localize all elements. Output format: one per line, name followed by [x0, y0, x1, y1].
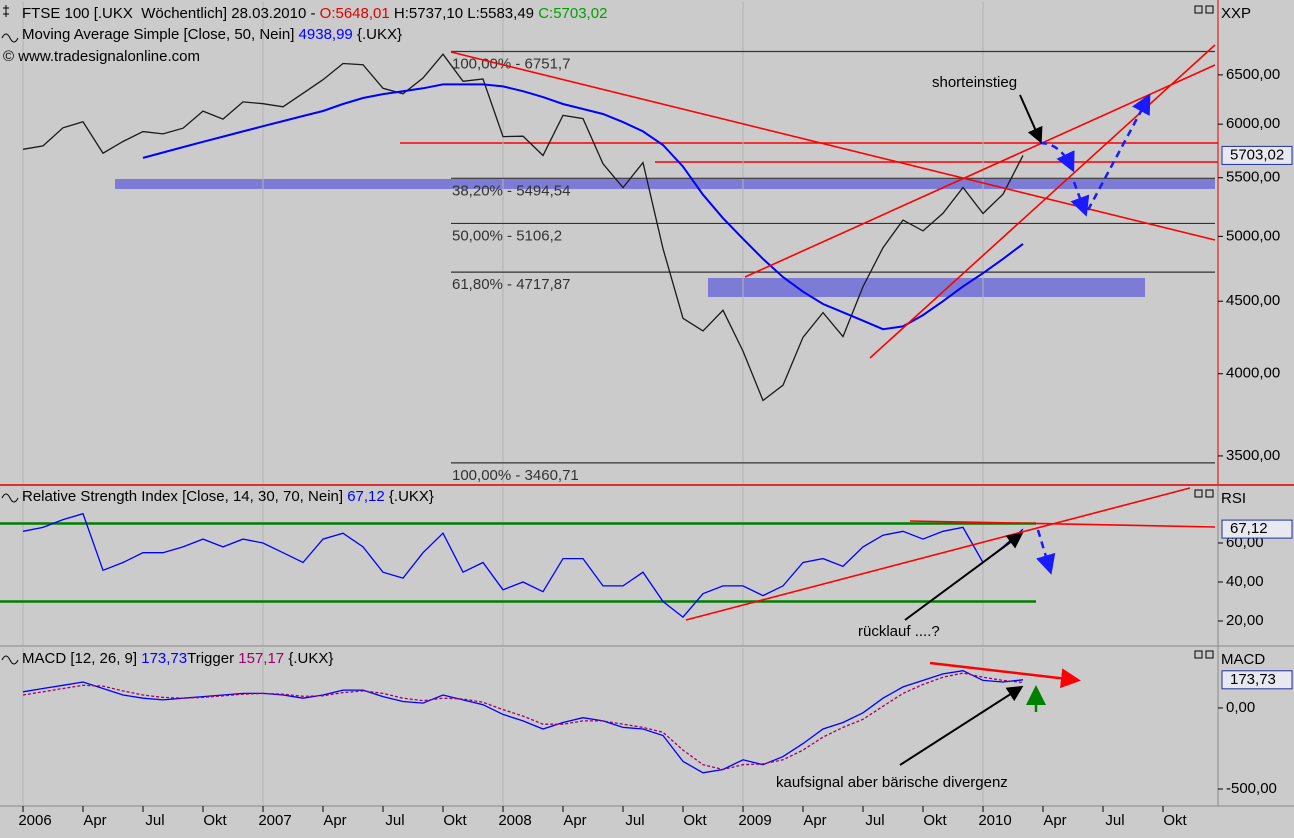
support-zone — [708, 278, 1145, 297]
y-tick-label: 4000,00 — [1226, 365, 1280, 382]
x-tick-label: Jul — [625, 812, 644, 829]
x-tick-label: 2010 — [978, 812, 1011, 829]
y-tick-label: 5000,00 — [1226, 227, 1280, 244]
series-line — [22, 53, 1024, 402]
series-header: MACD [12, 26, 9] 173,73Trigger 157,17 {.… — [22, 650, 333, 667]
series-line — [22, 670, 1024, 774]
series-header: FTSE 100 [.UKX Wöchentlich] 28.03.2010 -… — [22, 5, 607, 22]
x-tick-label: 2009 — [738, 812, 771, 829]
header-part: C:5703,02 — [538, 5, 607, 22]
x-tick-label: Apr — [803, 812, 826, 829]
y-tick-label: 5500,00 — [1226, 169, 1280, 186]
x-tick-label: Jul — [385, 812, 404, 829]
x-tick-label: Okt — [1163, 812, 1187, 829]
last-value-box — [1221, 670, 1293, 690]
header-part: [12, 26, 9] — [66, 650, 141, 667]
last-value-label: 5703,02 — [1230, 146, 1284, 163]
annotation: shorteinstieg — [932, 74, 1017, 91]
header-part: 157,17 — [238, 650, 284, 667]
header-part: O:5648,01 — [320, 5, 390, 22]
x-tick-label: Apr — [563, 812, 586, 829]
axis-label: MACD — [1221, 651, 1265, 668]
divergence-arrow — [929, 661, 1081, 689]
axis-label: RSI — [1221, 490, 1246, 507]
series-name: FTSE 100 — [22, 5, 90, 22]
last-value-label: 67,12 — [1230, 520, 1268, 537]
fib-label: 38,20% - 5494,54 — [452, 182, 570, 199]
pointer-arrow — [899, 685, 1024, 766]
header-part: {.UKX} — [385, 488, 434, 505]
annotation: rücklauf ....? — [858, 623, 940, 640]
header-part: [.UKX Wöchentlich] 28.03.2010 - — [90, 5, 320, 22]
series-line — [22, 672, 1024, 771]
series-header: Moving Average Simple [Close, 50, Nein] … — [22, 26, 402, 43]
header-part: 4938,99 — [299, 26, 353, 43]
series-name: Moving Average Simple — [22, 26, 179, 43]
header-part: 67,12 — [347, 488, 385, 505]
header-part: [Close, 50, Nein] — [179, 26, 298, 43]
x-tick-label: Apr — [323, 812, 346, 829]
header-part: 173,73 — [141, 650, 187, 667]
y-tick-label: 6500,00 — [1226, 66, 1280, 83]
rsi-trend-lines — [685, 487, 1216, 621]
fib-label: 100,00% - 3460,71 — [452, 467, 579, 484]
series-name: Relative Strength Index — [22, 488, 178, 505]
series-line — [22, 512, 1024, 618]
y-tick-label: 6000,00 — [1226, 115, 1280, 132]
x-tick-label: Jul — [865, 812, 884, 829]
x-tick-label: Apr — [83, 812, 106, 829]
axis-label: XXP — [1221, 5, 1251, 22]
series-name: MACD — [22, 650, 66, 667]
pointer-arrow — [1019, 94, 1043, 144]
header-part: {.UKX} — [353, 26, 402, 43]
x-tick-label: 2008 — [498, 812, 531, 829]
x-tick-label: 2007 — [258, 812, 291, 829]
x-tick-label: Okt — [683, 812, 707, 829]
last-value-box — [1221, 519, 1293, 539]
series-header: Relative Strength Index [Close, 14, 30, … — [22, 488, 434, 505]
series-line — [142, 83, 1024, 331]
y-tick-label: -500,00 — [1226, 780, 1277, 797]
y-tick-label: 40,00 — [1226, 573, 1264, 590]
window-icons — [1, 5, 1214, 665]
x-tick-label: Okt — [203, 812, 227, 829]
header-part: [Close, 14, 30, 70, Nein] — [178, 488, 347, 505]
series-name: Trigger — [187, 650, 234, 667]
support-zone — [115, 179, 1215, 189]
y-tick-label: 20,00 — [1226, 612, 1264, 629]
fib-label: 61,80% - 4717,87 — [452, 276, 570, 293]
last-value-box — [1221, 145, 1293, 165]
credit: © www.tradesignalonline.com — [3, 48, 200, 65]
x-tick-label: Jul — [145, 812, 164, 829]
fib-label: 50,00% - 5106,2 — [452, 227, 562, 244]
y-tick-label: 4500,00 — [1226, 292, 1280, 309]
x-tick-label: Jul — [1105, 812, 1124, 829]
annotation: kaufsignal aber bärische divergenz — [776, 774, 1008, 791]
header-part: H:5737,10 L:5583,49 — [390, 5, 538, 22]
last-value-label: 173,73 — [1230, 671, 1276, 688]
x-tick-label: 2006 — [18, 812, 51, 829]
y-tick-label: 0,00 — [1226, 699, 1255, 716]
forecast-arrows — [1036, 93, 1151, 575]
y-tick-label: 3500,00 — [1226, 447, 1280, 464]
x-tick-label: Apr — [1043, 812, 1066, 829]
fib-label: 100,00% - 6751,7 — [452, 55, 570, 72]
pointer-arrow — [904, 532, 1024, 621]
x-tick-label: Okt — [443, 812, 467, 829]
header-part: {.UKX} — [284, 650, 333, 667]
x-tick-label: Okt — [923, 812, 947, 829]
